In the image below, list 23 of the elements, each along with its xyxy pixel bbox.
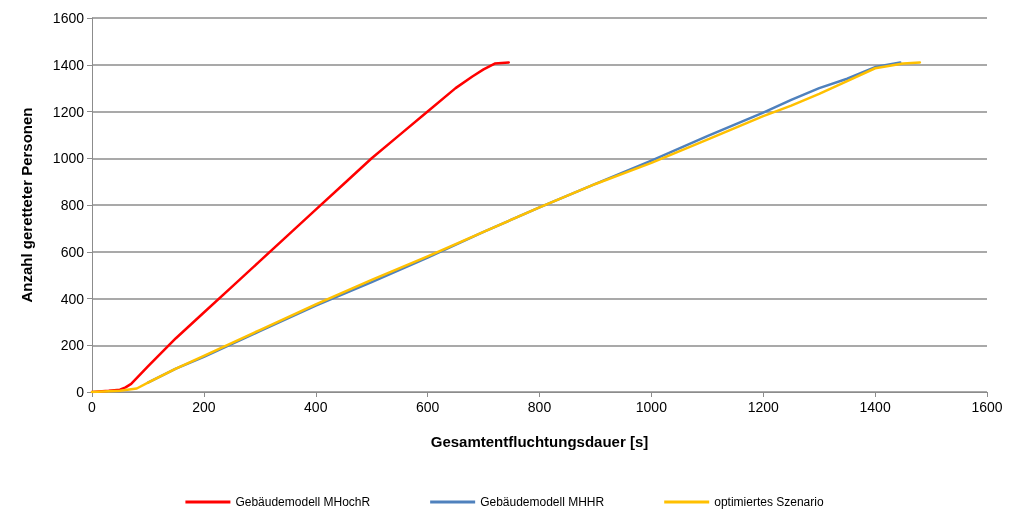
x-tick-label: 1200 <box>747 399 780 415</box>
x-tick-label: 400 <box>304 399 328 415</box>
legend-label: Gebäudemodell MHHR <box>480 495 605 509</box>
x-tick-label: 1600 <box>971 399 1003 415</box>
x-tick-label: 200 <box>192 399 216 415</box>
y-axis-title: Anzahl geretteter Personen <box>18 107 35 303</box>
x-tick-label: 0 <box>88 399 97 415</box>
y-tick-label: 1200 <box>52 103 85 120</box>
y-tick-label: 1000 <box>52 150 85 167</box>
y-tick-label: 400 <box>60 290 85 307</box>
x-tick-label: 1000 <box>635 399 668 415</box>
x-tick-label: 800 <box>527 399 552 415</box>
legend-label: optimiertes Szenario <box>714 495 824 509</box>
y-tick-label: 200 <box>60 337 85 354</box>
y-tick-label: 600 <box>60 243 85 260</box>
y-tick-label: 800 <box>60 197 85 213</box>
y-tick-label: 0 <box>76 384 85 400</box>
y-tick-label: 1600 <box>52 10 85 26</box>
y-tick-label: 1400 <box>52 56 85 73</box>
legend-label: Gebäudemodell MHochR <box>235 495 371 509</box>
x-tick-label: 600 <box>415 399 440 415</box>
x-axis-title: Gesamtentfluchtungsdauer [s] <box>430 433 649 450</box>
x-tick-label: 1400 <box>859 399 891 415</box>
